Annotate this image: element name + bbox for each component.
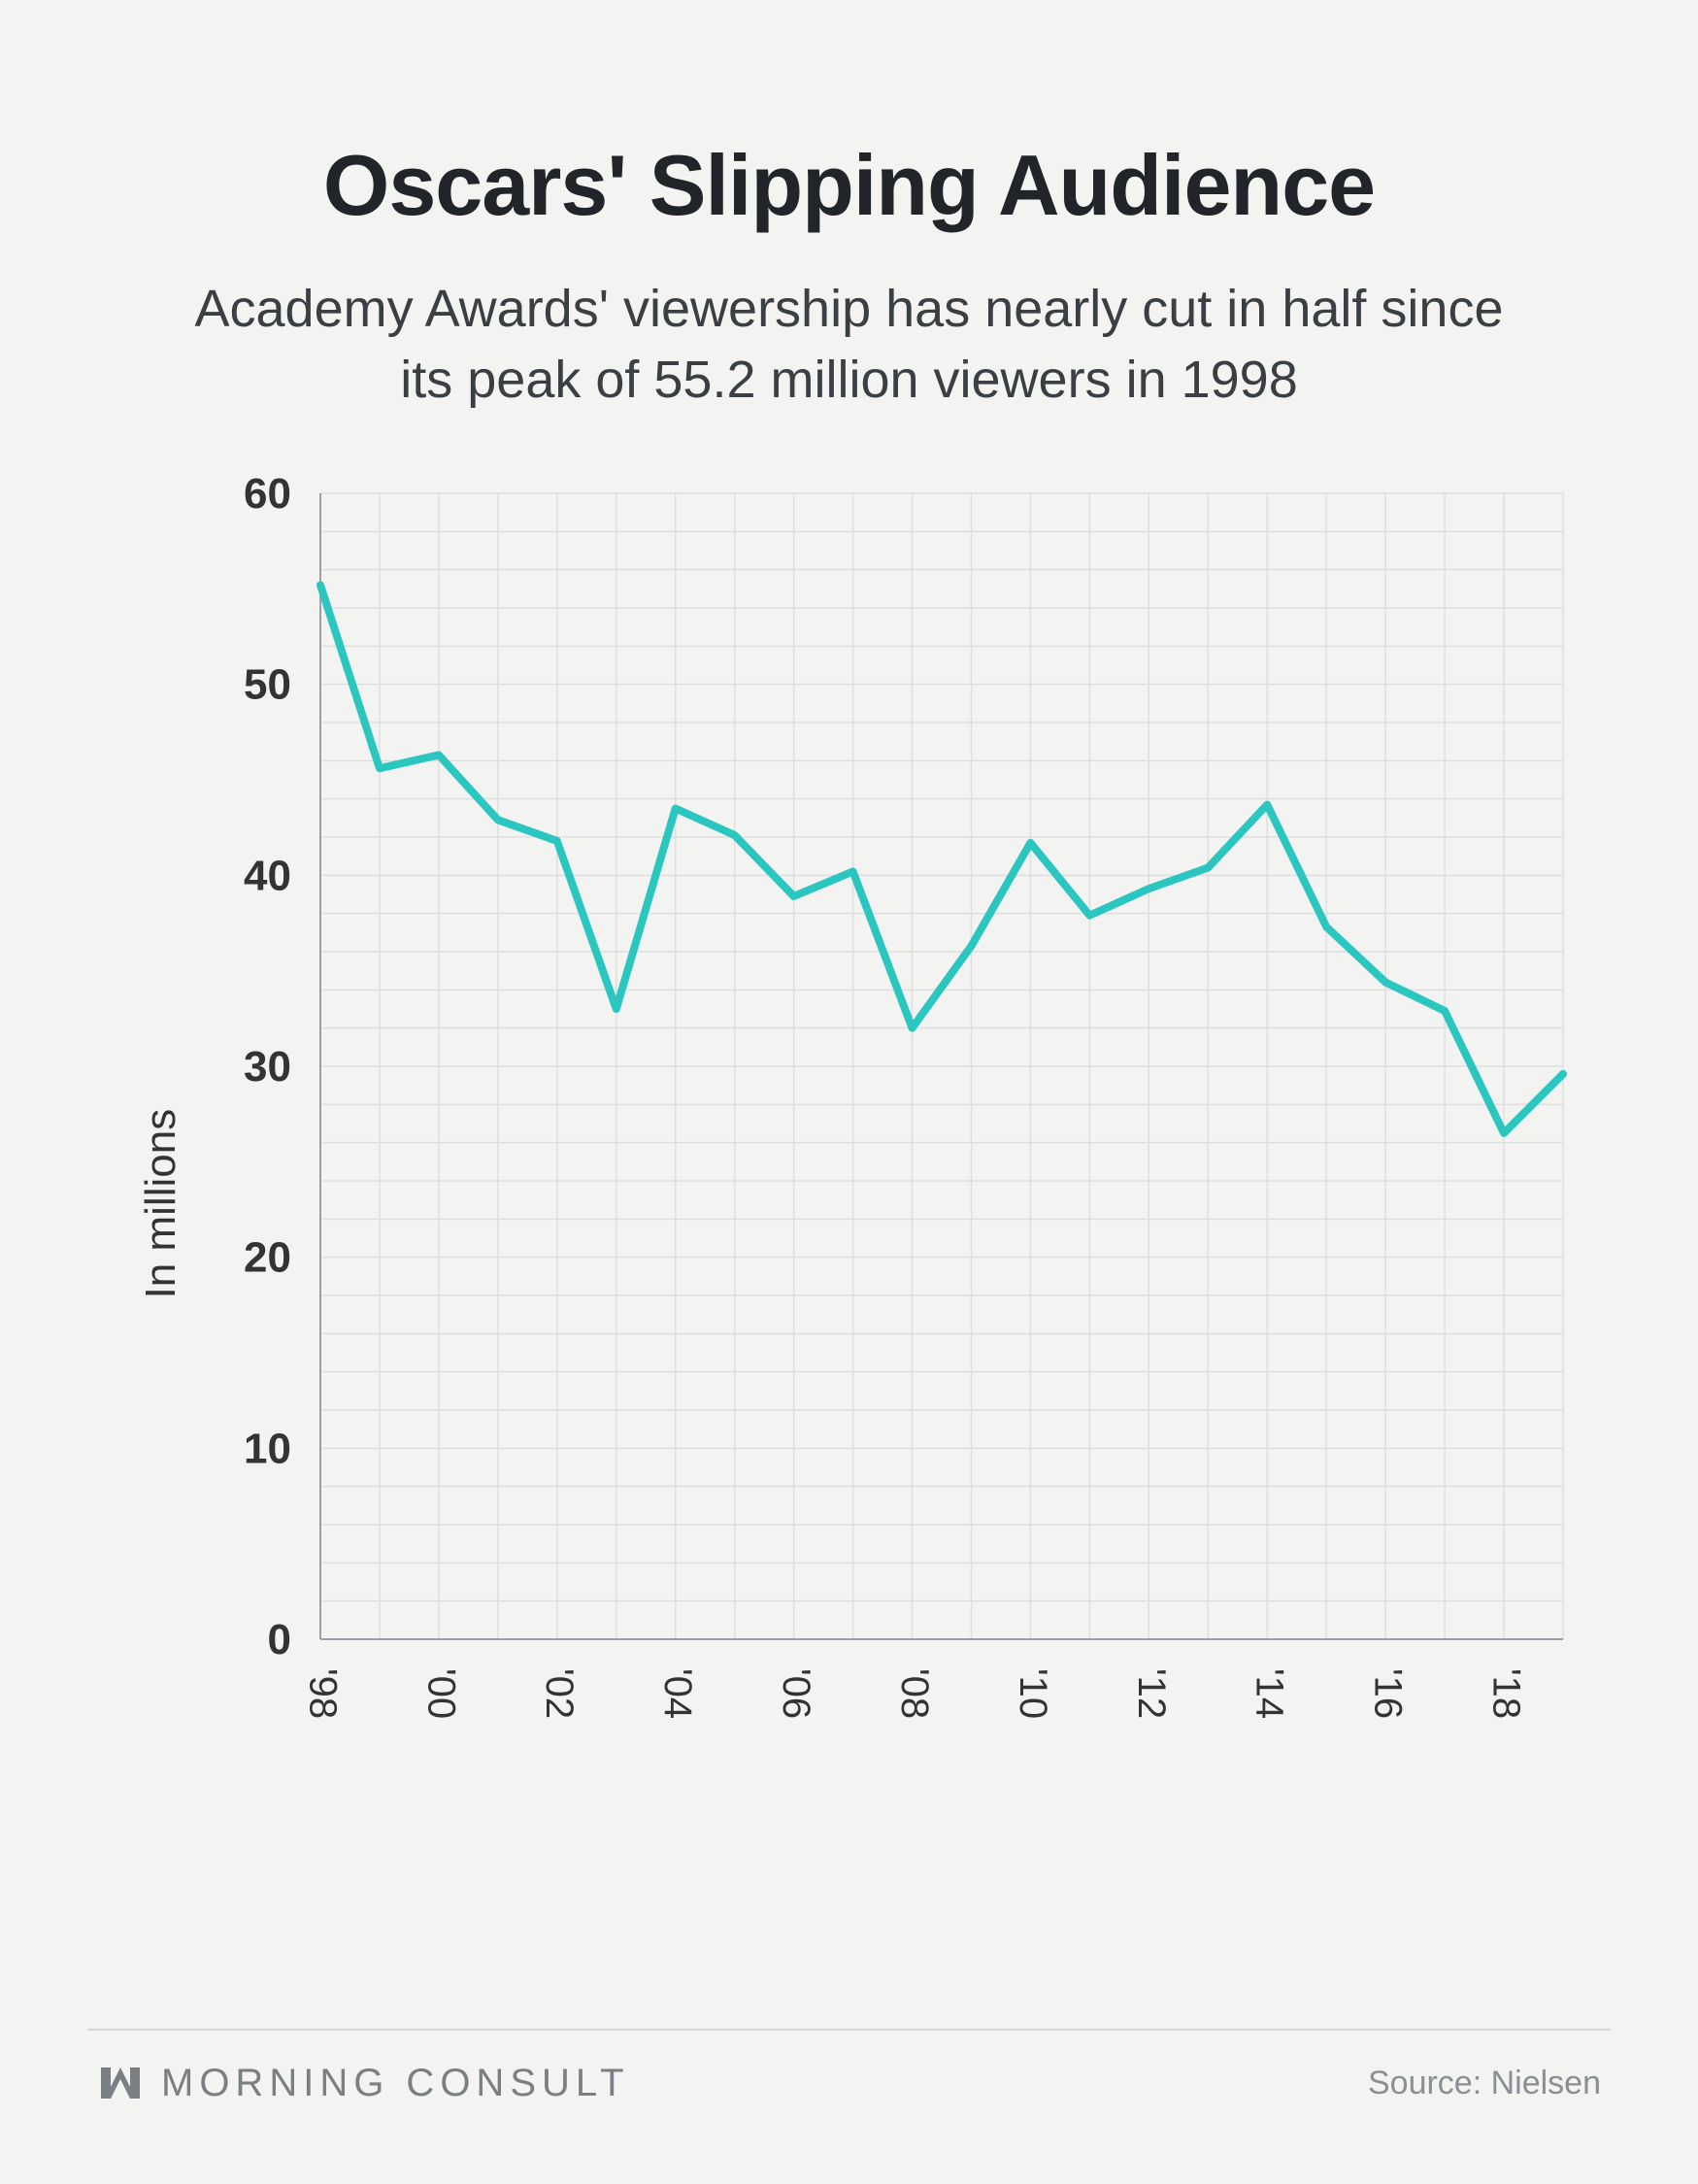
svg-text:'00: '00	[419, 1668, 462, 1719]
svg-text:10: 10	[244, 1425, 291, 1472]
svg-text:'06: '06	[775, 1668, 817, 1719]
brand-icon	[97, 2060, 144, 2106]
brand-text: MORNING CONSULT	[161, 2062, 630, 2105]
svg-text:60: 60	[244, 470, 291, 518]
svg-text:'18: '18	[1484, 1668, 1527, 1719]
svg-text:40: 40	[244, 852, 291, 899]
line-chart: 0 10 20 30 40 50 60 '98 '00 '02 '04 '06 '08 '10 '12 '14…	[87, 454, 1602, 1833]
chart-subtitle: Academy Awards' viewership has nearly cu…	[170, 274, 1529, 416]
svg-text:'08: '08	[893, 1668, 936, 1719]
svg-text:'98: '98	[301, 1668, 344, 1719]
svg-text:50: 50	[244, 660, 291, 708]
brand-logo: MORNING CONSULT	[97, 2060, 630, 2106]
svg-text:'12: '12	[1130, 1668, 1173, 1719]
chart-card: Oscars' Slipping Audience Academy Awards…	[0, 0, 1698, 2184]
svg-text:'10: '10	[1012, 1668, 1054, 1719]
svg-text:In millions: In millions	[137, 1109, 184, 1299]
svg-text:'04: '04	[656, 1668, 699, 1719]
svg-text:'14: '14	[1249, 1668, 1291, 1719]
chart-area: 0 10 20 30 40 50 60 '98 '00 '02 '04 '06 '08 '10 '12 '14…	[87, 454, 1611, 2009]
gridlines	[320, 493, 1563, 1639]
data-line	[320, 585, 1563, 1132]
svg-text:20: 20	[244, 1233, 291, 1281]
svg-text:'16: '16	[1367, 1668, 1410, 1719]
footer-divider	[87, 2029, 1611, 2031]
footer: MORNING CONSULT Source: Nielsen	[87, 2060, 1611, 2126]
chart-title: Oscars' Slipping Audience	[87, 136, 1611, 235]
source-label: Source: Nielsen	[1368, 2065, 1601, 2102]
svg-text:30: 30	[244, 1043, 291, 1091]
svg-text:'02: '02	[538, 1668, 581, 1719]
svg-text:0: 0	[268, 1616, 291, 1663]
